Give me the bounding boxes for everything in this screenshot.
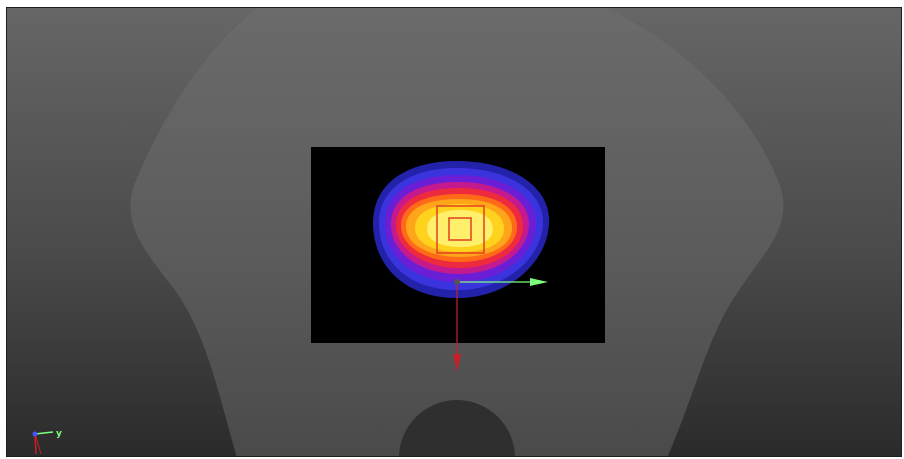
triad-origin [32,431,38,437]
transform-gizmo[interactable] [453,278,548,372]
gizmo-x-axis-arrow[interactable] [453,354,461,372]
gizmo-origin[interactable] [454,279,460,285]
couch-hole [399,400,515,456]
target-outline-outer [436,205,485,254]
dose-contour-9 [427,210,493,247]
dose-contours [373,161,550,298]
orientation-triad: y [32,429,62,455]
scene-canvas[interactable]: y [7,8,902,457]
triad-y-label: y [56,429,62,439]
3d-viewport[interactable]: y [6,7,902,457]
target-outline-inner [448,217,472,241]
triad-x-axis [34,433,37,455]
triad-z-axis [34,433,42,455]
gizmo-y-axis-arrow[interactable] [530,278,548,286]
triad-y-axis [34,431,54,435]
